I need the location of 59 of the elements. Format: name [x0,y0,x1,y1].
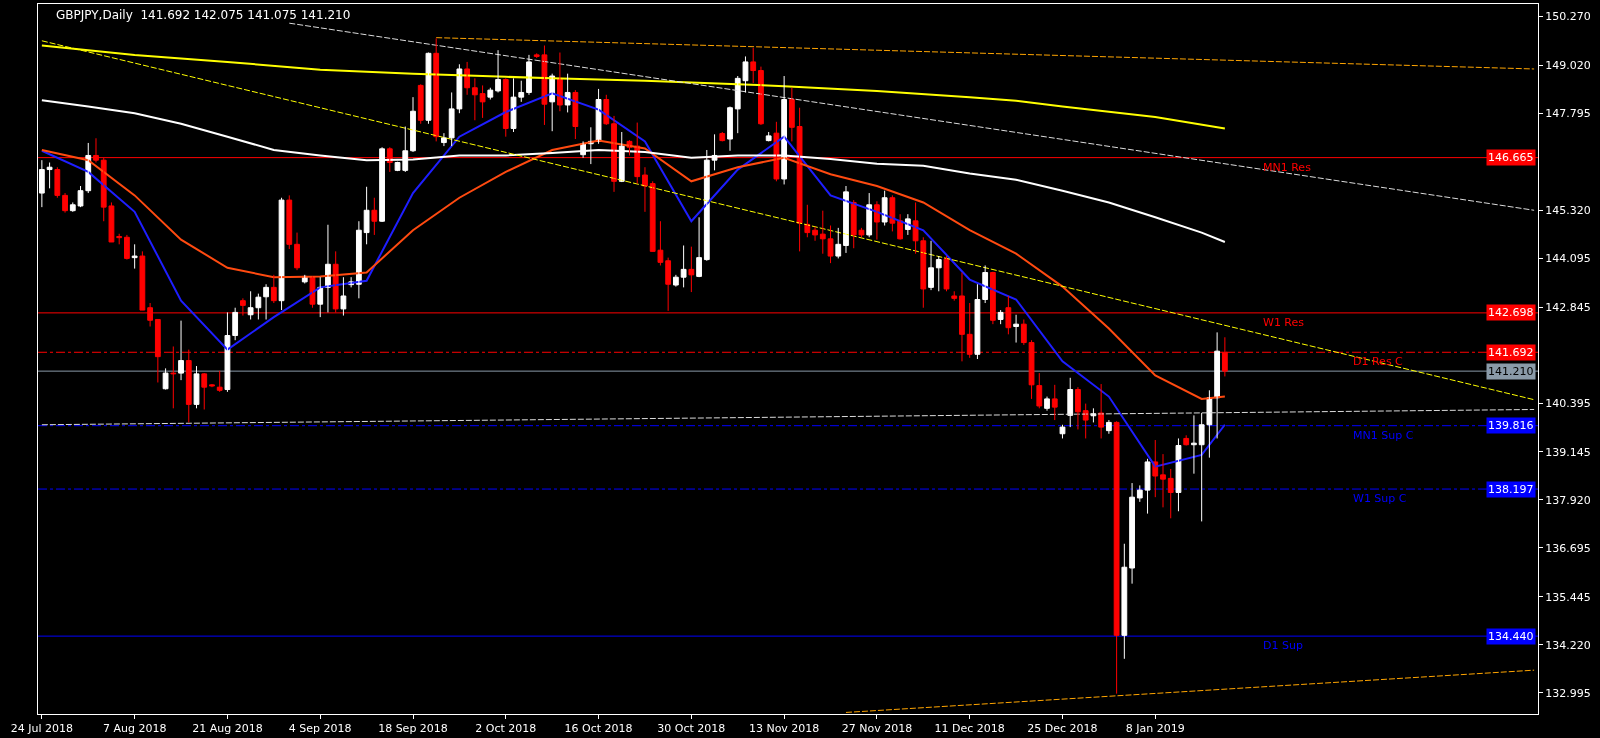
candlestick [201,372,208,410]
ref-line-label: D1 Sup [1263,639,1303,652]
candlestick [680,244,687,288]
x-tick-label: 4 Sep 2018 [288,722,352,736]
x-tick-label: 2 Oct 2018 [475,722,537,736]
candlestick [1059,424,1066,439]
x-tick-label: 25 Dec 2018 [1027,722,1098,736]
candlestick [131,243,138,270]
chart-title: GBPJPY,Daily 141.692 142.075 141.075 141.210 [56,8,351,23]
candlestick [765,131,772,142]
x-tick-label: 11 Dec 2018 [934,722,1005,736]
annotation: 142.698 [1488,306,1534,319]
annotation: 141.210 [1488,365,1534,378]
candlestick [951,290,958,302]
x-tick-label: 8 Jan 2019 [1125,722,1185,736]
candlestick [943,255,950,292]
ref-line-label: D1 Res C [1353,355,1404,368]
y-tick-label: 137.920 [1545,493,1591,507]
x-tick-label: 24 Jul 2018 [10,722,73,736]
x-tick-label: 21 Aug 2018 [192,722,263,736]
x-tick-label: 27 Nov 2018 [841,722,913,736]
y-tick-label: 139.145 [1545,445,1591,459]
annotation: 139.816 [1488,419,1534,432]
y-tick-label: 145.320 [1545,204,1591,218]
candlestick [425,52,432,125]
y-tick-label: 149.020 [1545,59,1591,73]
annotation: 134.440 [1488,630,1534,643]
y-tick-label: 147.795 [1545,107,1591,121]
annotation: 146.665 [1488,151,1534,164]
line-series [40,139,1226,400]
candlestick [688,246,695,293]
candlestick [309,275,316,309]
ref-line-label: W1 Res [1263,316,1305,329]
candlestick [487,87,494,100]
annotation: 138.197 [1488,483,1534,496]
y-tick-label: 144.095 [1545,252,1591,266]
y-tick-label: 140.395 [1545,396,1591,410]
y-tick-label: 142.845 [1545,300,1591,314]
y-tick-label: 135.445 [1545,590,1591,604]
ref-line-label: MN1 Res [1263,161,1312,174]
y-tick-label: 150.270 [1545,10,1591,24]
candlestick [1051,384,1058,421]
candlestick [1175,437,1182,512]
y-tick-label: 136.695 [1545,541,1591,555]
ref-line-label: W1 Sup C [1353,492,1407,505]
annotation: 141.692 [1488,346,1534,359]
candlestick [479,84,486,119]
x-tick-label: 18 Sep 2018 [378,722,448,736]
y-tick-label: 134.220 [1545,638,1591,652]
x-tick-label: 7 Aug 2018 [102,722,167,736]
candlestick [750,47,757,84]
x-tick-label: 13 Nov 2018 [748,722,820,736]
candlestick [193,365,200,409]
candlestick [209,383,215,388]
y-tick-label: 132.995 [1545,686,1591,700]
candlestick [340,276,347,317]
ref-line-label: MN1 Sup C [1353,429,1414,442]
x-tick-label: 16 Oct 2018 [564,722,633,736]
x-tick-label: 30 Oct 2018 [657,722,726,736]
